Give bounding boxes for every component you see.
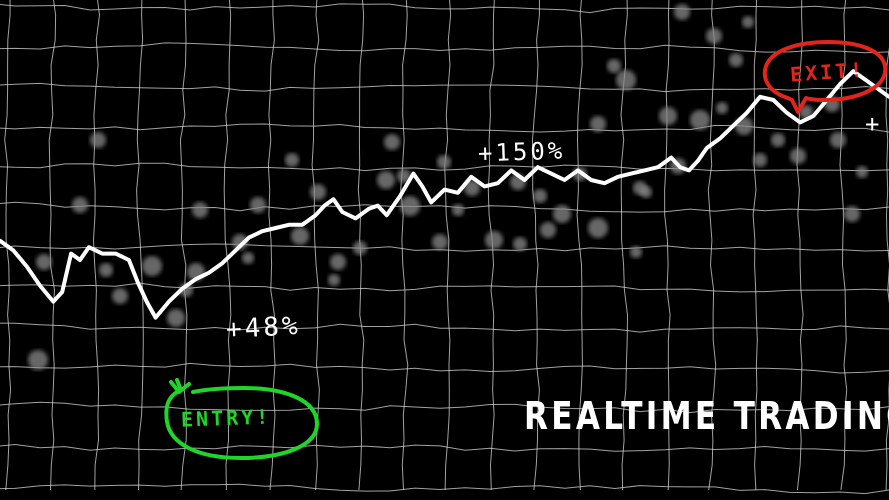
bokeh-dot xyxy=(99,263,113,277)
grid-line-horizontal xyxy=(0,123,889,133)
bokeh-dot xyxy=(167,309,185,327)
grid-line-vertical xyxy=(136,0,144,491)
bokeh-dot xyxy=(616,70,636,90)
grid-line-vertical xyxy=(179,0,188,491)
grid-line-horizontal xyxy=(0,162,889,172)
bokeh-dot xyxy=(771,133,785,147)
gain-annotation-48: +48% xyxy=(225,311,302,345)
grid-line-vertical xyxy=(576,0,583,491)
grid-line-horizontal xyxy=(0,82,889,93)
grid-line-vertical xyxy=(223,0,232,491)
bokeh-dot xyxy=(716,102,728,114)
bokeh-dot xyxy=(432,234,448,250)
bokeh-dot xyxy=(328,274,340,286)
bokeh-dot xyxy=(485,231,503,249)
bokeh-dot xyxy=(72,197,88,213)
grid-line-horizontal xyxy=(0,401,889,414)
gain-annotation-partial: + xyxy=(865,110,880,138)
grid-line-vertical xyxy=(357,0,365,491)
grid-line-horizontal xyxy=(0,201,889,213)
bokeh-dot xyxy=(590,116,606,132)
bokeh-dot xyxy=(310,184,326,200)
bokeh-dot xyxy=(659,107,677,125)
bokeh-dot xyxy=(533,189,547,203)
bokeh-dots xyxy=(28,4,868,370)
bokeh-dot xyxy=(452,204,464,216)
entry-callout: ENTRY! xyxy=(163,378,323,468)
entry-bubble-outline xyxy=(164,378,319,460)
grid-line-vertical xyxy=(400,0,409,491)
exit-bubble-outline xyxy=(762,40,888,114)
grid-line-horizontal xyxy=(0,362,889,374)
entry-label: ENTRY! xyxy=(180,404,272,432)
bokeh-dot xyxy=(674,4,690,20)
grid-line-vertical xyxy=(267,0,276,491)
bokeh-dot xyxy=(437,155,451,169)
grid-line-horizontal xyxy=(0,443,889,452)
bokeh-dot xyxy=(856,166,868,178)
bokeh-dot xyxy=(285,153,299,167)
bokeh-dot xyxy=(690,110,710,130)
grid-line-vertical xyxy=(48,0,57,491)
price-series xyxy=(0,69,889,320)
bokeh-dot xyxy=(291,227,309,245)
grid-line-vertical xyxy=(796,0,804,491)
grid-line-vertical xyxy=(752,0,758,491)
bokeh-dot xyxy=(607,59,621,73)
bokeh-dot xyxy=(377,171,395,189)
grid-line-vertical xyxy=(444,0,452,491)
grid-line-vertical xyxy=(707,0,717,491)
bokeh-dot xyxy=(706,28,722,44)
bokeh-dot xyxy=(513,237,527,251)
gain-annotation-150: +150% xyxy=(477,136,566,168)
bokeh-dot xyxy=(830,132,846,148)
bokeh-dot xyxy=(540,222,556,238)
bokeh-dot xyxy=(742,16,754,28)
grid-line-horizontal xyxy=(0,42,889,54)
bokeh-dot xyxy=(112,288,128,304)
bokeh-dot xyxy=(353,241,367,255)
caption-realtime-trading: REALTIME TRADING xyxy=(524,394,889,438)
bokeh-dot xyxy=(242,252,254,264)
bokeh-dot xyxy=(799,105,813,119)
bokeh-dot xyxy=(844,206,860,222)
grid-line-vertical xyxy=(311,0,320,491)
grid-line-horizontal xyxy=(0,322,889,333)
bokeh-dot xyxy=(640,186,652,198)
bokeh-dot xyxy=(384,134,400,150)
bokeh-dot xyxy=(397,169,411,183)
grid-line-vertical xyxy=(4,0,12,491)
bokeh-dot xyxy=(90,132,106,148)
bokeh-dot xyxy=(28,350,48,370)
bokeh-dot xyxy=(753,153,767,167)
bokeh-dot xyxy=(36,254,52,270)
bokeh-dot xyxy=(630,246,642,258)
grid-line-vertical xyxy=(664,0,671,491)
bokeh-dot xyxy=(232,234,248,250)
bokeh-dot xyxy=(790,148,806,164)
bokeh-dot xyxy=(553,205,571,223)
grid-line-horizontal xyxy=(0,483,889,495)
exit-callout: EXIT! xyxy=(758,38,889,128)
grid-line-vertical xyxy=(839,0,848,491)
bokeh-dot xyxy=(330,254,346,270)
bokeh-dot xyxy=(729,53,743,67)
bokeh-dot xyxy=(400,196,420,216)
bokeh-dot xyxy=(464,180,480,196)
bokeh-dot xyxy=(192,202,208,218)
price-line xyxy=(0,69,889,320)
bokeh-dot xyxy=(142,256,162,276)
bokeh-dot xyxy=(250,197,266,213)
grid-line-vertical xyxy=(92,0,101,491)
grid-line-horizontal xyxy=(0,3,889,14)
bokeh-dot xyxy=(588,218,608,238)
